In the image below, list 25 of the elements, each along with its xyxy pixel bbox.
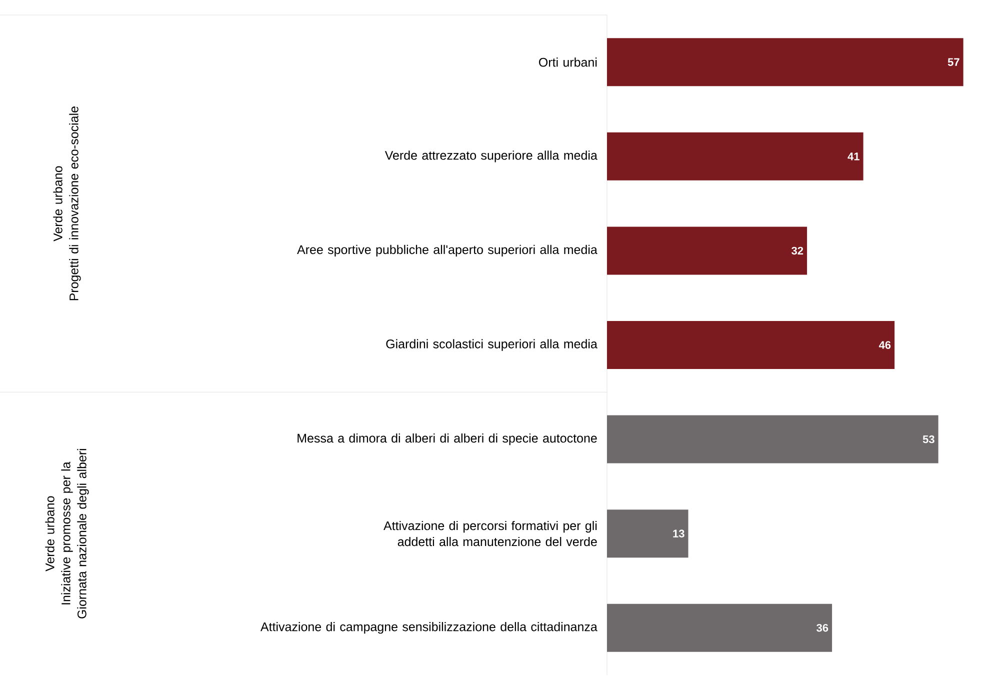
y-tick-label: Messa a dimora di alberi di alberi di specie autoctone (298, 433, 597, 446)
y-tick-label: Aree sportive pubbliche all'aperto superiori alla media (297, 244, 598, 257)
data-label: 36 (816, 624, 828, 632)
bar (606, 604, 832, 652)
y-tick-label: Verde attrezzato superiore allla media (384, 150, 598, 162)
data-label: 32 (792, 246, 804, 255)
bar (606, 510, 688, 558)
text: Progetti di innovazione eco-sociale (69, 106, 81, 300)
bar (606, 415, 938, 464)
y-tick-label: Orti urbani (539, 58, 597, 67)
bar (606, 132, 864, 180)
data-label: 46 (878, 341, 891, 349)
text: Iniziative promosse per la Giornata nazionale degli alberi (61, 449, 89, 618)
y-tick-label: Attivazione di campagne sensibilizzazione della cittadinanza (260, 622, 598, 634)
bar (606, 226, 808, 275)
text: Verde urbano (53, 166, 62, 242)
data-label: 53 (922, 435, 934, 444)
text: Verde urbano (45, 496, 54, 572)
data-label: 41 (848, 152, 860, 160)
data-label: 57 (948, 58, 960, 66)
bar (606, 38, 964, 86)
bar (606, 320, 895, 369)
data-label: 13 (673, 530, 684, 538)
y-tick-label: Attivazione di percorsi formativi per gli addetti alla manutenzione del verde (384, 520, 597, 546)
y-tick-label: Giardini scolastici superiori alla media (386, 339, 598, 351)
